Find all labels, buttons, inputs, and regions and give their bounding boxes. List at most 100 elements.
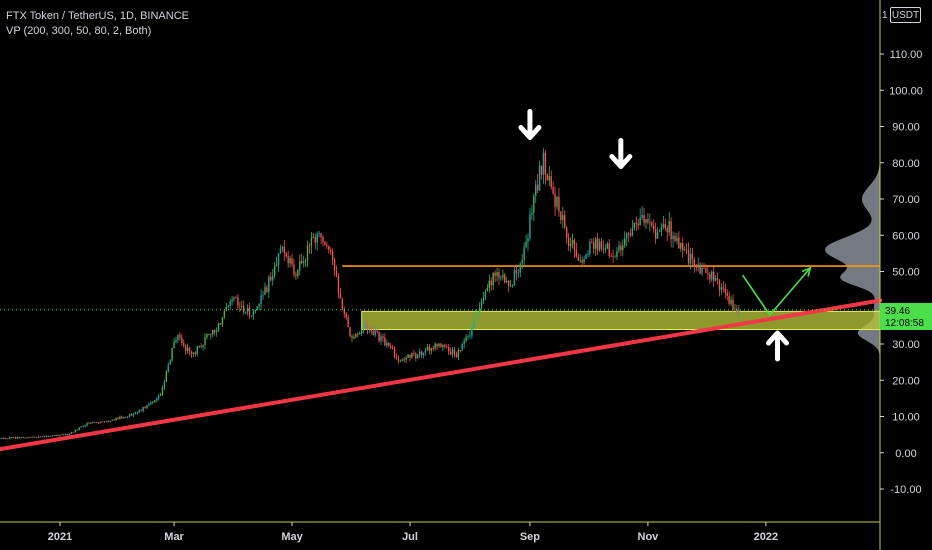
candle-body	[291, 258, 293, 265]
candle-body	[331, 251, 334, 260]
candle-body	[252, 311, 255, 316]
currency-unit-button[interactable]: USDT	[890, 7, 921, 23]
candle-body	[689, 253, 692, 264]
candle-body	[480, 301, 483, 308]
candle-body	[629, 233, 632, 236]
candle-body	[337, 275, 340, 293]
candle-body	[482, 298, 485, 302]
candle-body	[579, 260, 581, 262]
candle-body	[444, 345, 446, 347]
candle-body	[653, 225, 655, 229]
candle-body	[728, 295, 730, 304]
candle-body	[413, 353, 415, 354]
candle-body	[78, 427, 80, 430]
price-tick-label: 10.00	[892, 412, 920, 424]
candle-body	[144, 406, 146, 409]
price-axis[interactable]: 110.00100.0090.0080.0070.0060.0050.0040.…	[880, 49, 923, 496]
candle-body	[279, 248, 282, 254]
candle-body	[507, 280, 510, 287]
candle-body	[330, 249, 332, 252]
candle-body	[262, 294, 264, 296]
candle-body	[533, 196, 535, 213]
candle-body	[701, 267, 703, 274]
candle-body	[227, 305, 229, 308]
candle-body	[225, 307, 227, 311]
candle-body	[509, 286, 512, 287]
candle-body	[393, 348, 396, 357]
candle-body	[469, 335, 471, 337]
candle-body	[231, 299, 233, 302]
candle-body	[360, 330, 363, 334]
candle-body	[132, 413, 135, 416]
candle-body	[57, 435, 59, 436]
candle-body	[339, 292, 342, 299]
candle-body	[411, 353, 413, 358]
candle-body	[709, 274, 711, 280]
candle-body	[676, 237, 678, 241]
candle-body	[418, 351, 421, 355]
candle-body	[699, 264, 701, 274]
candle-body	[546, 174, 549, 181]
candle-body	[536, 184, 539, 191]
candle-body	[432, 348, 434, 349]
candle-body	[88, 422, 90, 424]
candle-body	[484, 291, 487, 299]
candle-body	[115, 417, 117, 421]
candle-body	[208, 334, 210, 336]
candle-body	[70, 431, 73, 434]
candle-body	[395, 356, 398, 359]
time-axis[interactable]: 2021 Mar May Jul Sep Nov 2022	[48, 522, 778, 543]
candle-body	[573, 239, 576, 250]
indicator-legend[interactable]: VP (200, 300, 50, 80, 2, Both)	[6, 25, 152, 37]
candle-body	[475, 314, 477, 324]
candle-body	[264, 287, 266, 295]
candle-body	[109, 420, 111, 422]
candle-body	[391, 347, 394, 349]
candle-body	[386, 343, 388, 346]
candle-body	[138, 410, 140, 413]
candle-body	[616, 251, 618, 257]
candle-body	[521, 260, 523, 264]
candle-body	[618, 245, 620, 252]
candle-body	[687, 249, 690, 264]
last-price-badge: 39.46 12:08:58	[880, 303, 932, 330]
candle-body	[258, 304, 260, 307]
candle-body	[68, 433, 71, 435]
candle-body	[10, 437, 13, 439]
symbol-title[interactable]: FTX Token / TetherUS, 1D, BINANCE	[6, 10, 189, 22]
candle-body	[213, 330, 216, 333]
price-tick-label: 80.00	[892, 158, 920, 170]
candle-body	[223, 310, 226, 318]
countdown-label: 12:08:58	[885, 318, 924, 329]
candle-body	[415, 353, 417, 359]
candle-body	[562, 215, 564, 221]
candle-body	[506, 280, 508, 283]
candle-body	[430, 348, 432, 351]
candle-body	[90, 422, 92, 424]
candle-body	[593, 242, 595, 249]
candle-body	[712, 271, 715, 281]
candle-body	[200, 346, 202, 348]
candle-body	[529, 214, 531, 239]
candle-body	[453, 349, 456, 355]
candle-body	[567, 237, 570, 246]
candle-body	[488, 280, 491, 288]
candle-body	[28, 437, 30, 439]
candle-body	[39, 436, 42, 438]
candle-body	[297, 270, 299, 277]
candle-body	[666, 228, 668, 233]
candle-body	[378, 331, 380, 341]
candle-body	[670, 221, 672, 240]
candle-body	[511, 285, 514, 287]
candle-body	[552, 187, 554, 194]
price-tick-label: 20.00	[892, 375, 920, 387]
candle-body	[157, 395, 160, 399]
candle-body	[142, 406, 144, 412]
volume-profile-shape	[825, 144, 880, 381]
candle-body	[206, 334, 208, 338]
price-tick-label: 90.00	[892, 122, 920, 134]
candle-body	[96, 422, 98, 423]
trendline-segment	[0, 298, 882, 452]
candle-body	[250, 315, 253, 317]
